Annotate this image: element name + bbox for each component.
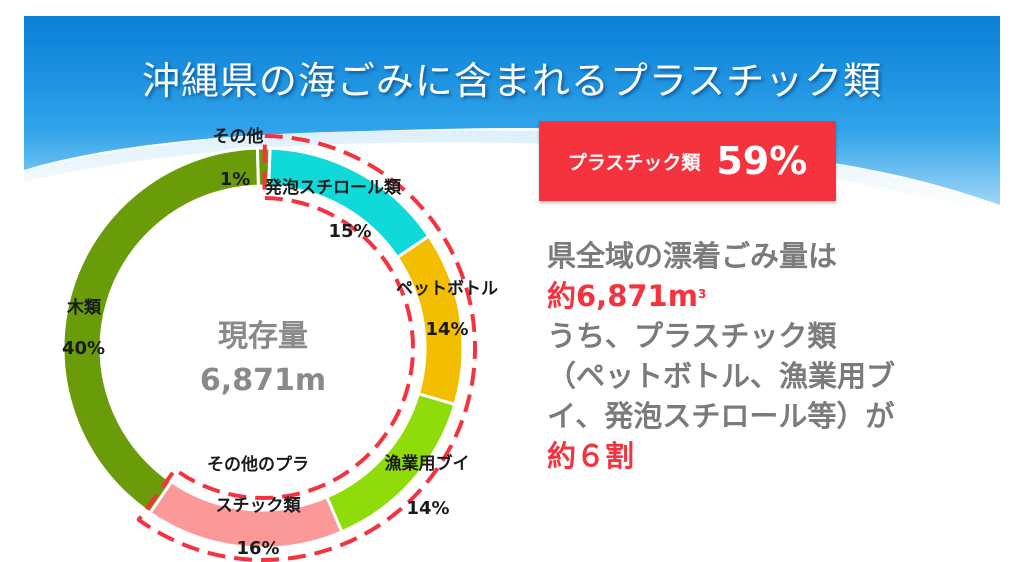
plastics-highlight-outline: [136, 134, 477, 562]
info-line-3: うち、プラスチック類: [547, 319, 837, 353]
info-line-2: 約6,871m3: [547, 276, 1017, 316]
label-other: その他: [213, 126, 264, 147]
slide-title: 沖縄県の海ごみに含まれるプラスチック類: [141, 59, 883, 103]
center-label-value: 6,871m: [200, 363, 326, 398]
value-styrofoam: 15%: [328, 221, 371, 242]
badge-label: プラスチック類: [567, 151, 701, 174]
label-other-plastics-2: スチック類: [216, 496, 302, 516]
value-other: 1%: [220, 169, 251, 190]
center-label-title: 現存量: [218, 319, 308, 354]
info-line-5: イ、発泡スチロール等）が: [547, 399, 895, 433]
label-other-plastics-1: その他のプラ: [207, 454, 309, 475]
info-line-1: 県全域の漂着ごみ量は: [547, 239, 838, 273]
total-amount: 約6,871m: [547, 279, 698, 313]
label-pet-bottle: ペットボトル: [396, 279, 498, 299]
badge-value: 59%: [716, 139, 808, 183]
plastic-share-badge: プラスチック類 59%: [539, 121, 836, 201]
info-text: 県全域の漂着ごみ量は 約6,871m3 うち、プラスチック類 （ペットボトル、漁…: [547, 236, 1017, 476]
value-wood: 40%: [62, 338, 105, 359]
label-wood: 木類: [66, 297, 102, 318]
label-styrofoam: 発泡スチロール類: [264, 177, 402, 198]
unit-superscript: 3: [697, 287, 707, 301]
segment-other: [255, 146, 272, 188]
value-pet-bottle: 14%: [425, 319, 468, 340]
value-fishing-buoy: 14%: [406, 498, 449, 519]
info-line-4: （ペットボトル、漁業用ブ: [547, 359, 896, 393]
info-line-6: 約６割: [547, 439, 635, 473]
label-fishing-buoy: 漁業用ブイ: [385, 453, 470, 474]
value-other-plastics: 16%: [236, 538, 279, 559]
